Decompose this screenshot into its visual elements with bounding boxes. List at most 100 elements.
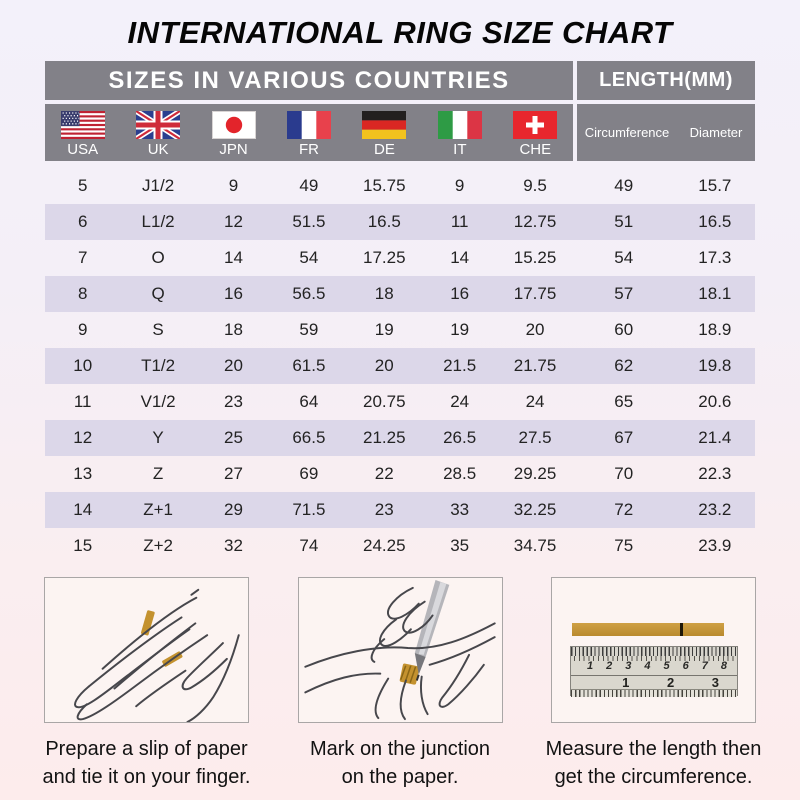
germany-flag-icon	[362, 110, 407, 139]
flag-label: DE	[374, 140, 395, 158]
table-cell: 12	[224, 212, 243, 231]
ruler-cm-number: 4	[644, 660, 651, 672]
table-cell: 22	[374, 464, 394, 483]
ruler-cm-number: 7	[701, 660, 708, 672]
table-cell: 27	[224, 464, 243, 483]
paper-strip-illustration	[572, 623, 724, 636]
table-cell: 57	[614, 284, 634, 303]
table-cell: 15.75	[362, 176, 406, 195]
table-cell: 20	[224, 356, 243, 375]
table-cell: 33	[450, 500, 470, 519]
table-cell: 16.5	[367, 212, 401, 231]
table-cell: 20.6	[698, 392, 732, 411]
step-caption-line: Measure the length then	[545, 738, 762, 760]
table-cell: 29.25	[513, 464, 557, 483]
table-cell: 70	[614, 464, 634, 483]
column-header-fr: FR	[271, 104, 346, 161]
ruler-top-ticks	[571, 647, 737, 656]
table-cell: 74	[299, 536, 319, 555]
table-cell: 23.9	[698, 536, 732, 555]
table-cell: 34.75	[513, 536, 557, 555]
table-cell: 51.5	[292, 212, 326, 231]
table-cell: J1/2	[142, 176, 175, 195]
ruler-cm-number: 2	[606, 660, 613, 672]
ruler-cm-ticks	[574, 656, 734, 661]
table-cell: 17.75	[513, 284, 557, 303]
step-caption-line: Mark on the junction	[309, 738, 491, 760]
table-body: 5 J1/2 9 49 15.75 9 9.5 49 15.7 6 L1/2 12 51.5 16.5 11…	[45, 168, 755, 564]
table-cell: 16	[450, 284, 470, 303]
column-header-jpn: JPN	[196, 104, 271, 161]
table-cell: 15.7	[698, 176, 732, 195]
italy-flag-icon	[437, 110, 482, 139]
table-cell: 24	[450, 392, 470, 411]
diameter-column-header: Diameter	[689, 125, 743, 140]
ruler-inch-numbers: 1 2 3	[571, 675, 737, 690]
table-cell: 65	[614, 392, 634, 411]
table-cell: 66.5	[292, 428, 326, 447]
table-cell: Y	[152, 428, 164, 447]
table-cell: 23.2	[698, 500, 732, 519]
column-header-che: CHE	[498, 104, 573, 161]
table-cell: 22.3	[698, 464, 732, 483]
instruction-step-2: Mark on the junction on the paper.	[297, 577, 503, 791]
table-row: 7 O 14 54 17.25 14 15.25 54 17.3	[45, 240, 755, 276]
table-cell: 72	[614, 500, 634, 519]
table-cell: 23	[374, 500, 394, 519]
uk-flag-icon	[136, 110, 181, 139]
table-cell: 20.75	[362, 392, 406, 411]
ruler-cm-number: 1	[587, 660, 594, 672]
table-cell: 67	[614, 428, 634, 447]
table-row: 14 Z+1 29 71.5 23 33 32.25 72 23.2	[45, 492, 755, 528]
step-caption: Prepare a slip of paper and tie it on yo…	[24, 735, 269, 791]
table-cell: L1/2	[141, 212, 175, 231]
table-cell: 69	[299, 464, 319, 483]
table-cell: 8	[77, 284, 88, 303]
table-cell: 24.25	[362, 536, 406, 555]
flag-label: UK	[147, 140, 169, 158]
table-row: 8 Q 16 56.5 18 16 17.75 57 18.1	[45, 276, 755, 312]
table-row: 11 V1/2 23 64 20.75 24 24 65 20.6	[45, 384, 755, 420]
table-row: 12 Y 25 66.5 21.25 26.5 27.5 67 21.4	[45, 420, 755, 456]
table-cell: 15.25	[513, 248, 557, 267]
step-caption: Mark on the junction on the paper.	[278, 735, 523, 791]
table-row: 5 J1/2 9 49 15.75 9 9.5 49 15.7	[45, 168, 755, 204]
table-cell: Z+1	[143, 500, 173, 519]
table-cell: 18.1	[698, 284, 732, 303]
table-cell: 35	[450, 536, 470, 555]
ruler-inch-number: 2	[666, 675, 675, 690]
table-cell: 28.5	[443, 464, 477, 483]
table-cell: 17.3	[698, 248, 732, 267]
table-cell: 9	[454, 176, 465, 195]
table-cell: 18	[224, 320, 243, 339]
japan-flag-icon	[211, 110, 256, 139]
table-cell: Q	[151, 284, 165, 303]
ruler-cm-number: 8	[720, 660, 727, 672]
page-title: INTERNATIONAL RING SIZE CHART	[127, 15, 673, 50]
table-cell: 56.5	[292, 284, 326, 303]
table-cell: 26.5	[443, 428, 477, 447]
flag-label: FR	[298, 140, 319, 158]
table-cell: 64	[299, 392, 319, 411]
length-header-row: Circumference Diameter	[577, 104, 755, 161]
table-cell: 20	[525, 320, 545, 339]
table-cell: Z+2	[143, 536, 173, 555]
table-cell: 75	[614, 536, 634, 555]
table-cell: 7	[77, 248, 88, 267]
table-cell: 54	[299, 248, 319, 267]
table-cell: 14	[450, 248, 470, 267]
table-cell: 62	[614, 356, 634, 375]
table-cell: 19	[374, 320, 394, 339]
table-cell: 49	[299, 176, 319, 195]
table-cell: 49	[614, 176, 634, 195]
circumference-column-header: Circumference	[584, 125, 670, 140]
table-cell: S	[152, 320, 164, 339]
table-cell: 18.9	[698, 320, 732, 339]
table-cell: Z	[152, 464, 164, 483]
ruler-inch-number: 1	[622, 675, 630, 690]
table-row: 6 L1/2 12 51.5 16.5 11 12.75 51 16.5	[45, 204, 755, 240]
table-cell: 13	[73, 464, 93, 483]
france-flag-icon	[286, 110, 331, 139]
